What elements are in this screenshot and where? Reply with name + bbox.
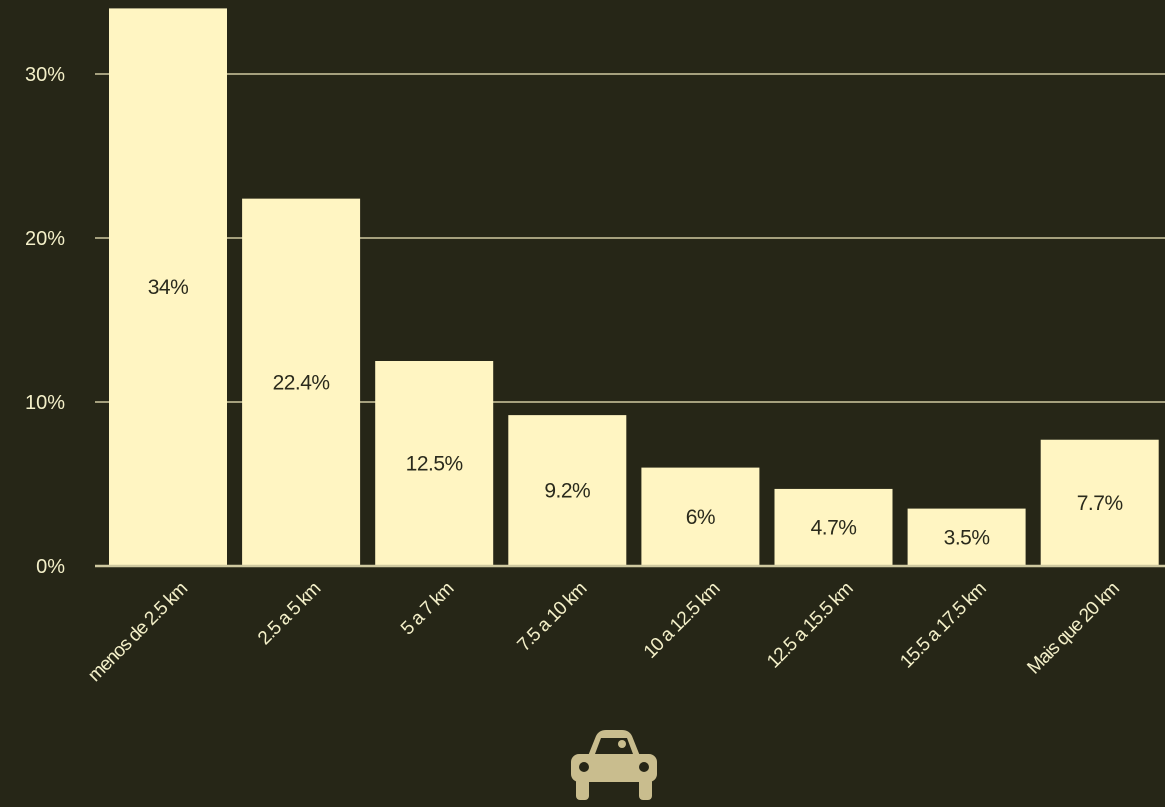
data-label: 4.7% [811,516,857,539]
y-tick-label: 20% [25,228,65,250]
bar [1040,439,1159,566]
category-label: 10 a 12.5 km [640,579,724,663]
data-label: 7.7% [1077,492,1123,515]
category-label: 7.5 a 10 km [514,579,591,656]
bar [508,415,627,566]
data-label: 3.5% [944,526,990,549]
data-label: 9.2% [544,480,590,503]
bar [641,467,760,566]
y-tick-label: 0% [36,556,65,578]
bar [907,508,1026,566]
category-label: menos de 2.5 km [84,579,191,686]
category-label: 15.5 a 17.5 km [896,579,990,673]
category-label: 2.5 a 5 km [254,579,325,650]
car-icon [571,730,657,800]
bars [109,8,1159,566]
axes: 0% 10% 20% 30% [25,64,1165,578]
y-tick-label: 10% [25,392,65,414]
category-label: 5 a 7 km [397,579,458,640]
bar [109,8,227,566]
bar [242,198,361,566]
data-label: 6% [686,506,715,529]
data-label: 34% [148,276,189,299]
category-label: 12.5 a 15.5 km [763,579,857,673]
data-label: 12.5% [406,453,463,476]
y-tick-label: 30% [25,64,65,86]
bar [774,488,893,566]
data-label: 22.4% [273,371,330,394]
category-label: Mais que 20 km [1023,579,1123,679]
bar [375,361,494,566]
